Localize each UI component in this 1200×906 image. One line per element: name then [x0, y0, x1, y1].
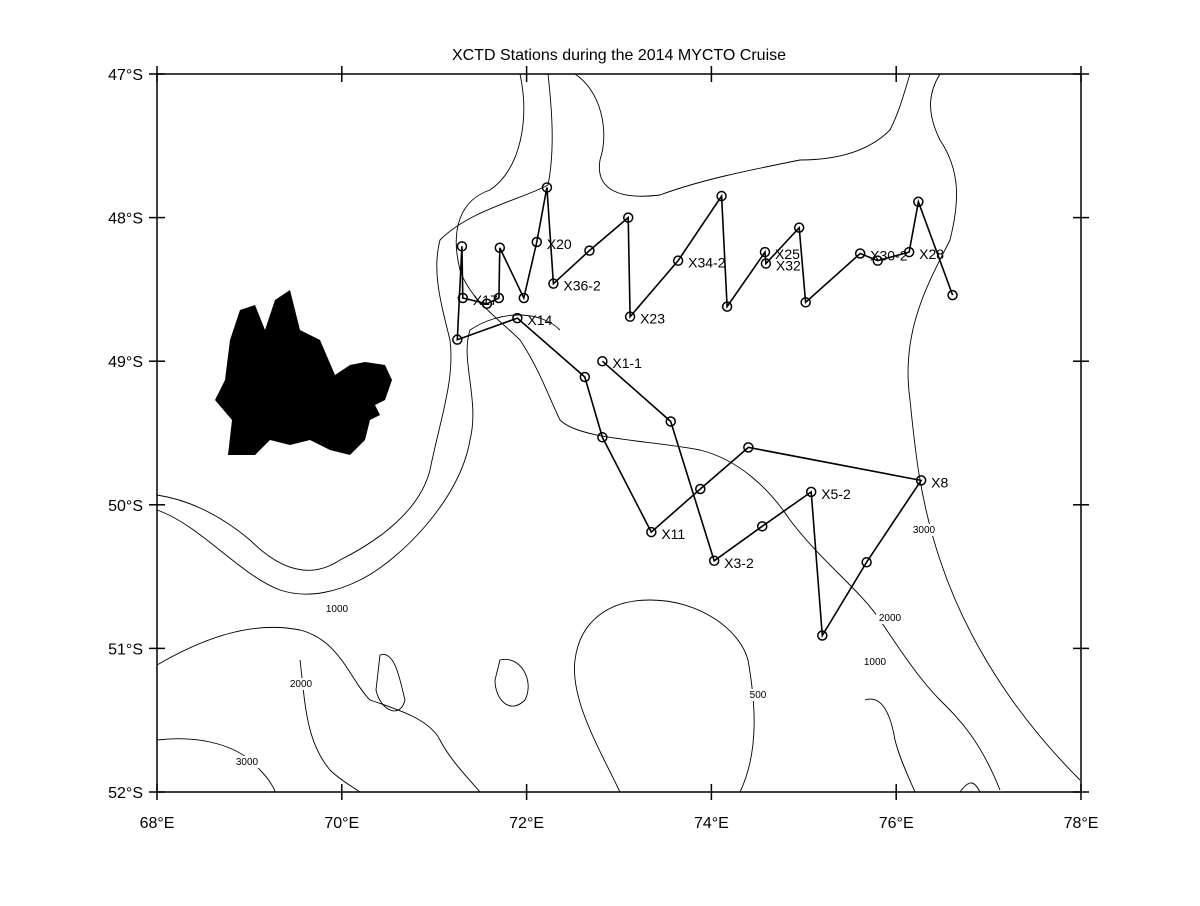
station-marker	[494, 242, 506, 254]
station-marker	[456, 241, 468, 252]
station-marker	[759, 246, 771, 258]
station-label: X23	[640, 311, 665, 327]
station-label: X36-2	[563, 278, 601, 294]
contour	[375, 654, 406, 712]
station-label: X30-2	[870, 248, 908, 264]
contour	[959, 782, 981, 793]
contour-label-bg	[287, 678, 315, 690]
station-marker	[805, 486, 817, 498]
station-marker	[800, 297, 811, 308]
station-marker	[493, 292, 505, 304]
x-tick-label: 68°E	[140, 815, 175, 832]
station-marker	[584, 245, 595, 256]
station-marker	[665, 416, 676, 427]
contour-label: 1000	[326, 604, 349, 615]
cruise-track	[456, 187, 954, 639]
contour	[494, 658, 529, 707]
station-label: X25	[775, 246, 800, 262]
station-marker	[512, 312, 523, 324]
station-marker	[756, 521, 768, 532]
contour	[574, 73, 911, 197]
station-marker	[672, 255, 684, 266]
station-label: X34-2	[688, 255, 726, 271]
contour	[156, 73, 553, 571]
chart-title: XCTD Stations during the 2014 MYCTO Crui…	[452, 47, 786, 64]
x-tick-label: 74°E	[694, 815, 729, 832]
station-label: X11	[661, 526, 685, 542]
y-tick-label: 47°S	[108, 67, 143, 84]
station-marker	[854, 248, 866, 259]
station-marker	[695, 483, 706, 495]
x-tick-label: 72°E	[509, 815, 544, 832]
station-label: X3-2	[724, 555, 754, 571]
station-label: X14	[527, 312, 552, 328]
station-label: X20	[547, 236, 572, 252]
contour-label-bg	[910, 524, 938, 536]
station-marker	[716, 190, 727, 202]
station-marker	[646, 526, 657, 538]
station-label: X28	[919, 246, 944, 262]
station-marker	[548, 278, 559, 289]
x-tick-label: 78°E	[1064, 815, 1099, 832]
station-label: X32	[776, 258, 801, 274]
station-marker	[622, 212, 634, 223]
contour-label: 3000	[913, 525, 936, 536]
station-label: X8	[931, 474, 948, 490]
station-label: X1-1	[612, 355, 642, 371]
contour	[299, 659, 361, 793]
contour	[156, 314, 561, 595]
y-tick-label: 51°S	[108, 641, 143, 658]
contour-label-bg	[744, 689, 772, 701]
contour	[864, 698, 916, 793]
station-marker	[913, 196, 924, 208]
station-marker	[452, 334, 463, 345]
station-marker	[597, 355, 608, 367]
station-marker	[579, 371, 591, 383]
contour	[455, 73, 1001, 791]
contour-label: 1000	[864, 657, 887, 668]
station-marker	[817, 630, 828, 641]
station-marker	[708, 555, 720, 567]
station-marker	[947, 289, 958, 301]
station-marker	[760, 258, 772, 269]
y-tick-label: 49°S	[108, 354, 143, 371]
contour-label: 2000	[879, 613, 902, 624]
station-marker	[457, 292, 469, 304]
contour-label: 2000	[290, 679, 313, 690]
y-tick-label: 48°S	[108, 211, 143, 228]
station-marker	[903, 246, 915, 258]
station-marker	[481, 298, 493, 310]
station-label: X5-2	[821, 486, 851, 502]
station-marker	[872, 255, 883, 266]
contour-label-bg	[876, 612, 904, 624]
contour-label-bg	[861, 656, 889, 668]
kerguelen-island	[215, 290, 392, 455]
station-marker	[743, 442, 754, 453]
x-tick-label: 70°E	[324, 815, 359, 832]
y-tick-label: 52°S	[108, 785, 143, 802]
y-tick-label: 50°S	[108, 498, 143, 515]
contour	[907, 73, 1081, 781]
station-marker	[518, 292, 530, 304]
contour-label-bg	[323, 603, 351, 615]
x-tick-label: 76°E	[879, 815, 914, 832]
station-marker	[861, 556, 872, 568]
plot-frame	[156, 73, 1082, 793]
contour-label: 500	[750, 690, 767, 701]
contour	[156, 626, 481, 793]
station-marker	[915, 475, 927, 486]
station-marker	[624, 311, 636, 322]
station-marker	[597, 432, 608, 443]
station-marker	[541, 182, 553, 193]
station-marker	[721, 301, 733, 312]
contour-label-bg	[233, 756, 261, 768]
station-marker	[793, 222, 805, 233]
station-marker	[531, 236, 543, 248]
contour-label: 3000	[236, 757, 259, 768]
